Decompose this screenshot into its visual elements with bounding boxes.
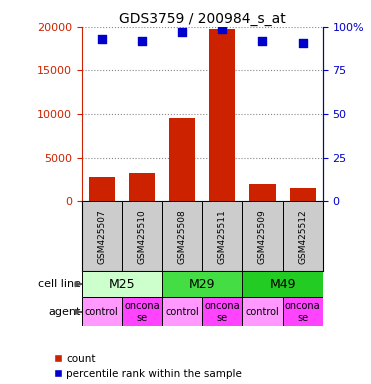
Text: oncona
se: oncona se bbox=[285, 301, 321, 323]
Point bbox=[300, 40, 306, 46]
Text: GSM425512: GSM425512 bbox=[298, 209, 307, 263]
Text: GSM425509: GSM425509 bbox=[258, 209, 267, 264]
Bar bbox=[242, 201, 283, 271]
Bar bbox=[89, 177, 115, 201]
Text: control: control bbox=[165, 307, 199, 317]
Legend: count, percentile rank within the sample: count, percentile rank within the sample bbox=[53, 354, 242, 379]
Point bbox=[219, 26, 225, 32]
Point bbox=[139, 38, 145, 44]
Text: control: control bbox=[246, 307, 279, 317]
Text: M25: M25 bbox=[108, 278, 135, 291]
Bar bbox=[283, 297, 323, 326]
Text: M49: M49 bbox=[269, 278, 296, 291]
Bar bbox=[242, 271, 323, 297]
Bar bbox=[122, 201, 162, 271]
Point bbox=[179, 29, 185, 35]
Point bbox=[259, 38, 265, 44]
Bar bbox=[249, 184, 276, 201]
Text: GSM425511: GSM425511 bbox=[218, 209, 227, 264]
Bar bbox=[129, 174, 155, 201]
Text: GSM425510: GSM425510 bbox=[137, 209, 147, 264]
Point bbox=[99, 36, 105, 42]
Bar bbox=[162, 297, 202, 326]
Bar bbox=[290, 188, 316, 201]
Bar bbox=[82, 271, 162, 297]
Text: oncona
se: oncona se bbox=[124, 301, 160, 323]
Bar bbox=[283, 201, 323, 271]
Text: M29: M29 bbox=[189, 278, 216, 291]
Text: GSM425507: GSM425507 bbox=[97, 209, 106, 264]
Bar bbox=[169, 119, 195, 201]
Bar bbox=[202, 201, 242, 271]
Text: oncona
se: oncona se bbox=[204, 301, 240, 323]
Title: GDS3759 / 200984_s_at: GDS3759 / 200984_s_at bbox=[119, 12, 286, 26]
Bar bbox=[162, 201, 202, 271]
Bar bbox=[162, 271, 242, 297]
Text: GSM425508: GSM425508 bbox=[178, 209, 187, 264]
Bar bbox=[202, 297, 242, 326]
Bar bbox=[82, 297, 122, 326]
Bar bbox=[242, 297, 283, 326]
Text: control: control bbox=[85, 307, 119, 317]
Text: cell line: cell line bbox=[38, 279, 81, 289]
Text: agent: agent bbox=[49, 307, 81, 317]
Bar bbox=[82, 201, 122, 271]
Bar bbox=[122, 297, 162, 326]
Bar bbox=[209, 29, 235, 201]
